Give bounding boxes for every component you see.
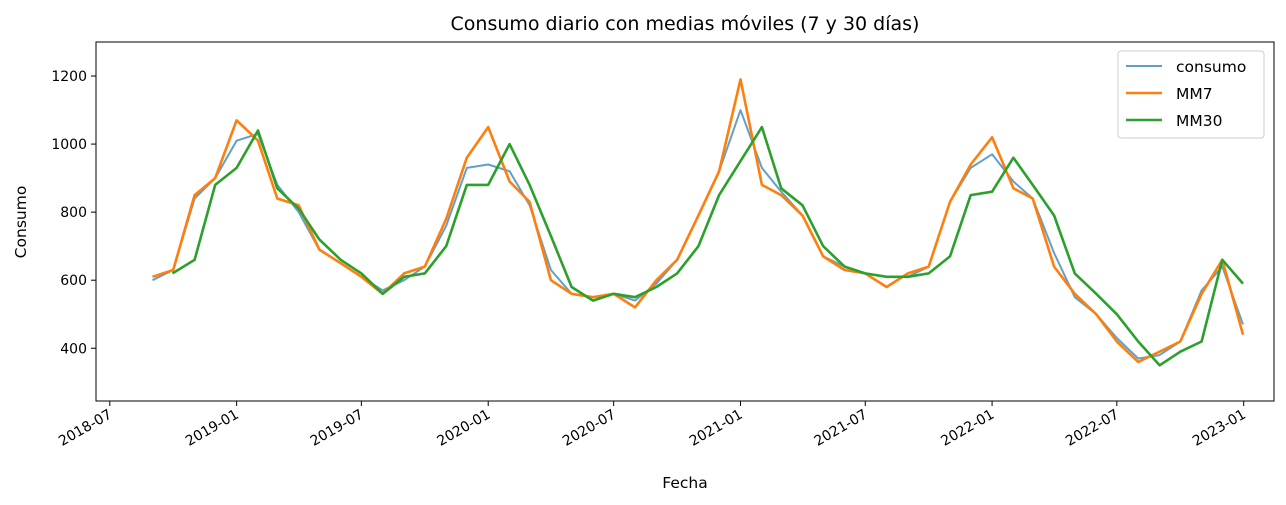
y-tick-label: 1000	[51, 137, 87, 153]
x-axis: 2018-07 2019-01 2019-07 2020-01 2020-07 2021-…	[56, 401, 1249, 450]
series-line-mm7	[152, 78, 1245, 364]
chart-title: Consumo diario con medias móviles (7 y 3…	[451, 13, 920, 35]
plot-frame	[95, 41, 1275, 402]
legend-label-mm7: MM7	[1176, 85, 1213, 103]
x-tick-label: 2022-07	[1063, 407, 1122, 450]
y-axis: 400 600 800 1000 1200	[51, 69, 96, 357]
series-line-mm30	[171, 125, 1244, 367]
series-layer	[152, 78, 1245, 367]
x-tick-label: 2021-01	[687, 407, 746, 450]
x-axis-label: Fecha	[662, 474, 707, 492]
x-tick-label: 2019-07	[308, 407, 367, 450]
x-tick-label: 2022-01	[938, 407, 997, 450]
y-tick-label: 800	[60, 205, 87, 221]
x-tick-label: 2021-07	[812, 407, 871, 450]
x-tick-label: 2023-01	[1190, 407, 1249, 450]
y-tick-label: 600	[60, 273, 87, 289]
legend-label-mm30: MM30	[1176, 112, 1222, 130]
y-tick-label: 1200	[51, 69, 87, 85]
y-axis-label: Consumo	[12, 186, 30, 259]
x-tick-label: 2020-01	[435, 407, 494, 450]
legend-label-consumo: consumo	[1176, 58, 1246, 76]
legend-box	[1117, 50, 1265, 139]
y-tick-label: 400	[60, 341, 87, 357]
legend: consumo MM7 MM30	[1117, 50, 1265, 139]
x-tick-label: 2018-07	[56, 407, 115, 450]
x-tick-label: 2019-01	[183, 407, 242, 450]
x-tick-label: 2020-07	[560, 407, 619, 450]
